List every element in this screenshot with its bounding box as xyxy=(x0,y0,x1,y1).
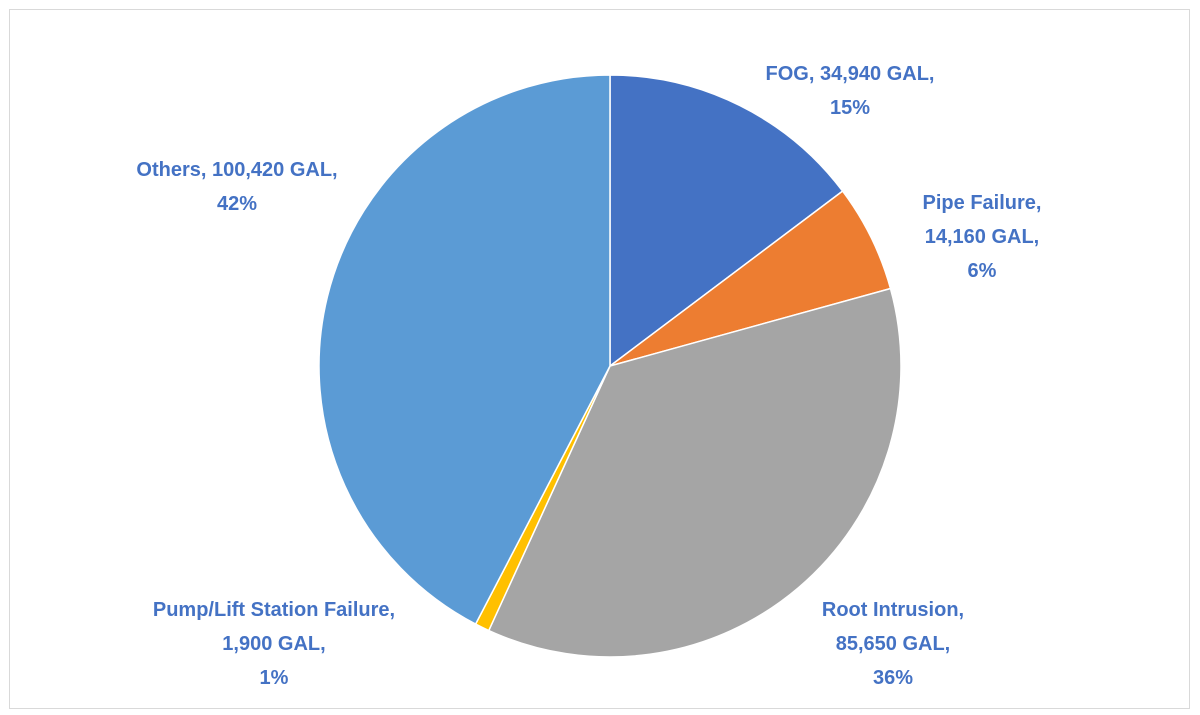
data-label-line: FOG, 34,940 GAL, xyxy=(766,63,935,85)
data-label-fog: FOG, 34,940 GAL, 15% xyxy=(766,63,935,119)
data-label-others: Others, 100,420 GAL, 42% xyxy=(136,159,337,215)
data-label-line: 85,650 GAL, xyxy=(836,633,951,655)
data-label-line: 1,900 GAL, xyxy=(222,633,325,655)
data-label-line: Others, 100,420 GAL, xyxy=(136,159,337,181)
data-label-line: 36% xyxy=(873,667,913,689)
data-label-root-intrusion: Root Intrusion, 85,650 GAL, 36% xyxy=(822,599,964,689)
pie-slice-root-intrusion xyxy=(487,287,902,658)
data-label-pipe-failure: Pipe Failure, 14,160 GAL, 6% xyxy=(923,192,1042,282)
data-label-line: 15% xyxy=(830,97,870,119)
pie-slices xyxy=(318,74,902,658)
data-label-line: 6% xyxy=(968,260,997,282)
data-label-pump-lift-station-failure: Pump/Lift Station Failure, 1,900 GAL, 1% xyxy=(153,599,395,689)
pie-slice-fog xyxy=(609,74,844,368)
pie-slice-others xyxy=(318,74,611,626)
data-label-line: 14,160 GAL, xyxy=(925,226,1040,248)
data-label-line: Pipe Failure, xyxy=(923,192,1042,214)
data-label-line: Pump/Lift Station Failure, xyxy=(153,599,395,621)
pie-labels: FOG, 34,940 GAL, 15% Pipe Failure, 14,160 G… xyxy=(136,63,1041,689)
data-label-line: 1% xyxy=(260,667,289,689)
data-label-line: 42% xyxy=(217,193,257,215)
data-label-line: Root Intrusion, xyxy=(822,599,964,621)
